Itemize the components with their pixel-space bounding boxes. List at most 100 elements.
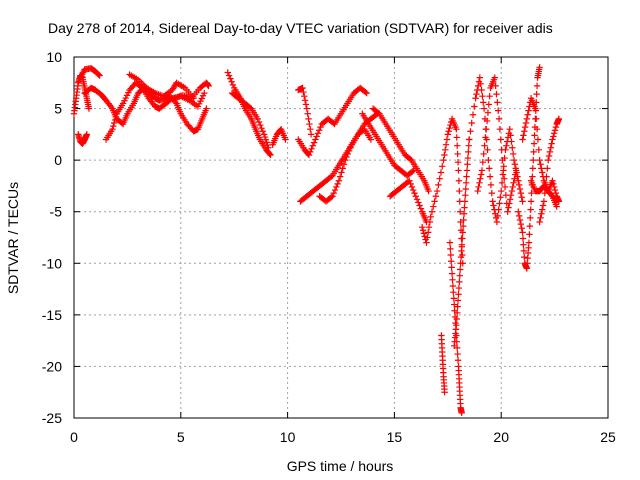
data-point (533, 115, 540, 123)
data-series (295, 84, 315, 138)
data-point (512, 171, 519, 178)
data-point (435, 181, 442, 189)
data-point (463, 173, 470, 180)
data-point (492, 82, 499, 90)
data-series (228, 89, 272, 151)
data-point (536, 64, 543, 71)
data-point (469, 111, 477, 118)
data-point (449, 282, 457, 290)
data-point (459, 235, 466, 242)
data-point (111, 116, 119, 124)
data-point (471, 103, 478, 110)
data-point (304, 110, 311, 117)
data-point (545, 152, 553, 160)
data-point (417, 205, 425, 212)
y-tick-label: 10 (46, 49, 62, 65)
data-point (255, 118, 263, 126)
data-point (419, 227, 427, 234)
data-point (436, 175, 443, 182)
data-point (549, 177, 556, 184)
data-point (530, 148, 537, 156)
data-point (508, 187, 516, 195)
data-point (546, 148, 554, 156)
data-point (425, 187, 432, 195)
data-point (449, 276, 456, 283)
data-point (525, 107, 532, 114)
data-point (538, 210, 545, 217)
x-tick-label: 20 (493, 429, 509, 445)
data-series (77, 65, 103, 81)
data-point (547, 144, 554, 151)
data-point (331, 186, 339, 194)
data-point (454, 159, 462, 166)
data-point (336, 173, 344, 180)
data-point (345, 147, 353, 155)
data-point (474, 187, 481, 195)
data-point (491, 74, 498, 81)
data-point (446, 239, 454, 246)
y-axis-ticks: -25 -20 -15 -10 -5 0 5 10 (42, 49, 608, 426)
data-point (420, 230, 428, 237)
data-point (446, 124, 453, 132)
data-point (528, 189, 535, 197)
data-point (555, 198, 563, 205)
data-point (549, 136, 556, 143)
data-point (494, 99, 501, 106)
data-point (487, 181, 495, 189)
data-point (267, 151, 274, 159)
data-point (484, 109, 492, 116)
data-series (438, 332, 448, 396)
data-point (515, 177, 522, 184)
data-point (478, 167, 486, 174)
data-point (314, 130, 322, 137)
data-point (480, 150, 487, 158)
data-point (424, 234, 431, 241)
data-point (335, 177, 343, 184)
data-point (552, 189, 560, 197)
data-point (500, 167, 507, 174)
data-series (369, 105, 432, 195)
data-point (531, 132, 538, 139)
data-point (495, 115, 503, 123)
data-point (327, 194, 335, 201)
data-point (302, 101, 310, 108)
data-series (474, 74, 520, 215)
y-tick-label: 0 (54, 152, 62, 168)
data-point (362, 88, 369, 96)
data-point (498, 187, 505, 195)
data-point (460, 210, 468, 217)
data-point (550, 183, 558, 191)
data-point (519, 198, 526, 205)
data-point (464, 154, 472, 162)
data-point (339, 165, 346, 172)
x-tick-label: 0 (70, 429, 78, 445)
data-point (477, 80, 484, 88)
data-marks (70, 64, 563, 417)
data-point (530, 156, 537, 164)
data-point (543, 173, 550, 180)
y-tick-label: -25 (42, 410, 62, 426)
data-point (110, 122, 117, 130)
data-point (453, 126, 460, 133)
data-point (533, 126, 541, 133)
data-point (299, 84, 306, 92)
data-point (334, 180, 341, 188)
data-point (445, 128, 452, 135)
data-point (347, 144, 354, 151)
data-point (536, 156, 543, 164)
data-point (482, 134, 489, 141)
data-point (516, 216, 524, 224)
data-point (453, 142, 461, 149)
data-point (456, 278, 463, 286)
plot-frame (73, 56, 609, 419)
data-point (431, 198, 438, 205)
data-point (456, 266, 464, 273)
data-series (536, 115, 563, 226)
data-point (453, 321, 460, 329)
data-point (529, 165, 537, 172)
data-point (500, 175, 508, 182)
data-point (527, 198, 535, 205)
data-point (305, 151, 313, 159)
data-point (495, 107, 502, 114)
data-point (450, 295, 457, 302)
